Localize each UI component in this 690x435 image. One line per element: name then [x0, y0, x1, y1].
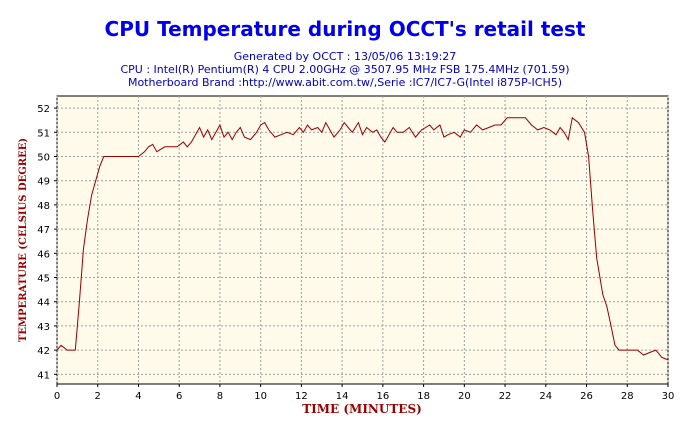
- y-tick-label: 41: [37, 370, 50, 381]
- y-tick-label: 46: [37, 249, 50, 260]
- generated-info: Generated by OCCT : 13/05/06 13:19:27: [233, 50, 457, 63]
- x-tick-label: 30: [662, 391, 675, 402]
- y-tick-label: 42: [37, 346, 50, 357]
- grid-lines: [56, 96, 669, 384]
- x-tick-label: 6: [176, 391, 182, 402]
- chart-title: CPU Temperature during OCCT's retail tes…: [104, 17, 586, 41]
- y-tick-label: 45: [37, 274, 50, 285]
- y-tick-label: 49: [37, 177, 50, 188]
- y-axis-title: TEMPERATURE (CELSIUS DEGREE): [18, 138, 29, 342]
- x-tick-label: 2: [95, 391, 101, 402]
- x-axis-title: TIME (MINUTES): [302, 402, 422, 416]
- cpu-info: CPU : Intel(R) Pentium(R) 4 CPU 2.00GHz …: [120, 63, 570, 76]
- x-tick-label: 10: [254, 391, 267, 402]
- x-tick-label: 28: [621, 391, 634, 402]
- x-tick-label: 4: [135, 391, 141, 402]
- motherboard-info: Motherboard Brand :http://www.abit.com.t…: [127, 76, 563, 89]
- x-axis: 0 2 4 6 8 10 12 14 16 18 20 22 24 26 28 30: [54, 384, 675, 402]
- x-tick-label: 18: [417, 391, 430, 402]
- plot-area: [56, 95, 669, 385]
- x-tick-label: 24: [539, 391, 552, 402]
- x-tick-label: 22: [499, 391, 512, 402]
- y-tick-label: 43: [37, 322, 50, 333]
- x-tick-label: 14: [336, 391, 349, 402]
- x-tick-label: 16: [376, 391, 389, 402]
- x-tick-label: 26: [580, 391, 593, 402]
- y-tick-label: 50: [37, 153, 50, 164]
- y-axis: 41 42 43 44 45 46 47 48 49 50 51 52: [37, 104, 57, 381]
- x-tick-label: 12: [295, 391, 308, 402]
- x-tick-label: 8: [217, 391, 223, 402]
- y-tick-label: 48: [37, 201, 50, 212]
- y-tick-label: 51: [37, 128, 50, 139]
- y-tick-label: 52: [37, 104, 50, 115]
- series-line: [56, 116, 669, 361]
- x-tick-label: 0: [54, 391, 60, 402]
- y-tick-label: 44: [37, 298, 50, 309]
- y-tick-label: 47: [37, 225, 50, 236]
- x-tick-label: 20: [458, 391, 471, 402]
